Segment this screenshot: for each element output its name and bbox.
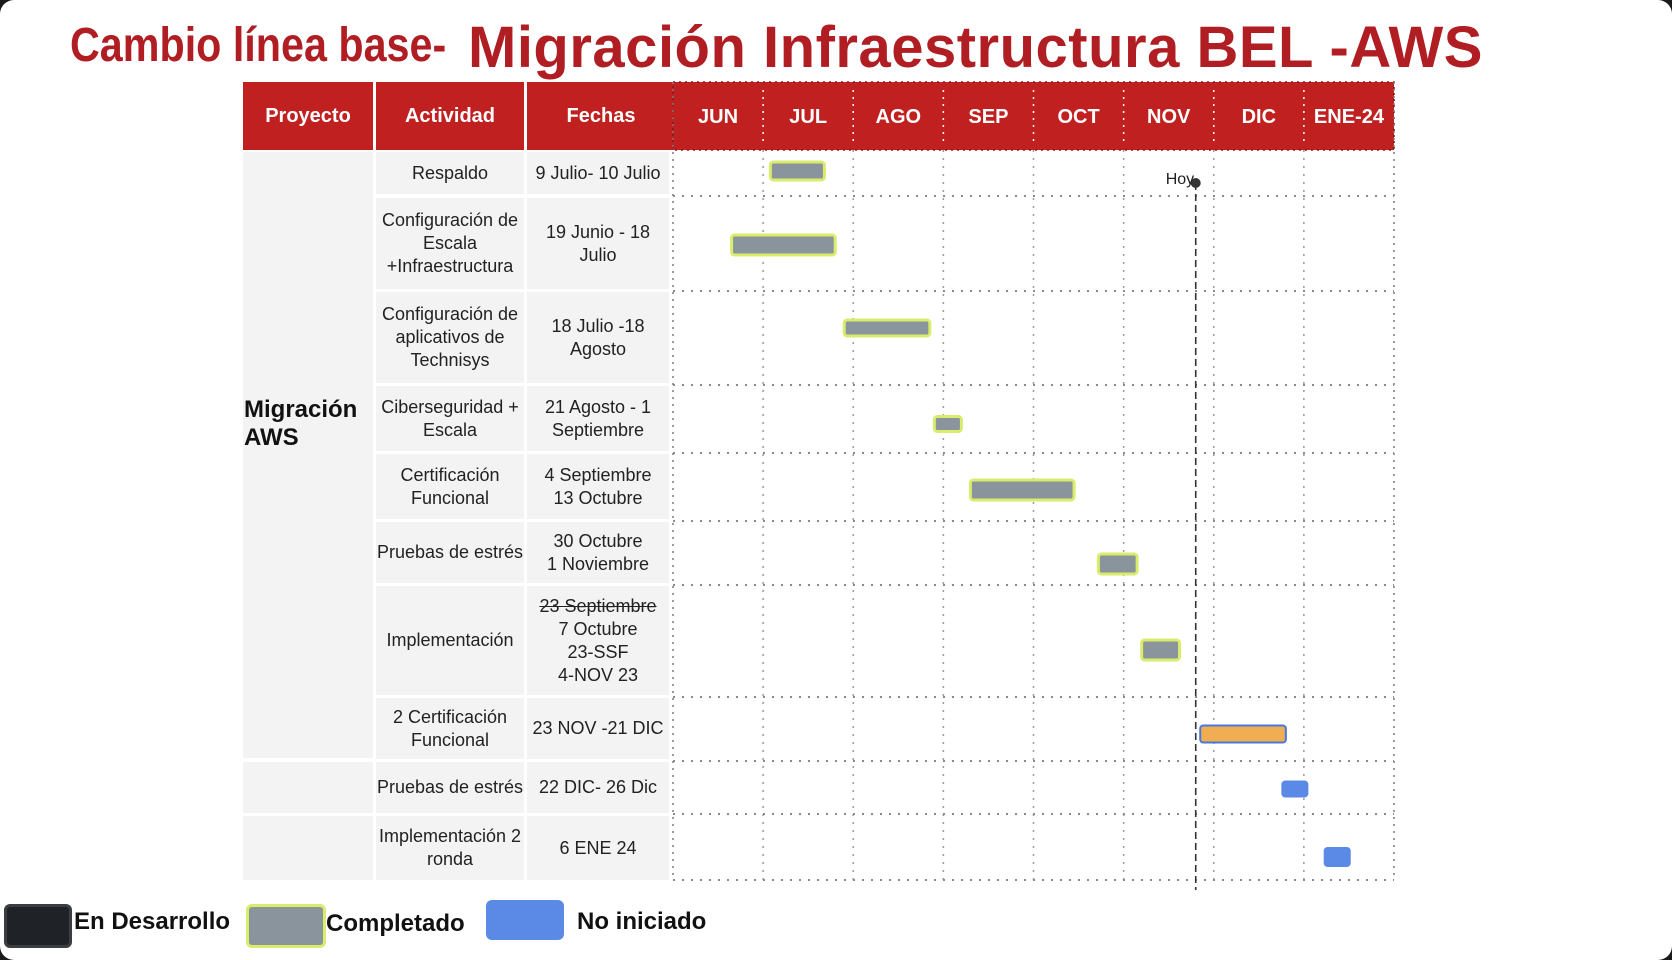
dates-line: 21 Agosto - 1 <box>544 396 652 417</box>
activity-line: Configuración de <box>381 210 519 230</box>
month-header-band <box>673 82 1394 150</box>
activity-line: Implementación <box>386 630 514 650</box>
activity-line: Funcional <box>410 729 490 750</box>
project-label: Migración AWS <box>244 396 358 451</box>
dates-line: 9 Julio- 10 Julio <box>535 162 661 183</box>
header-actividad: Actividad <box>376 82 524 150</box>
activity-cell: Pruebas de estrés <box>376 762 524 813</box>
legend-label-en-desarrollo: En Desarrollo <box>74 908 231 935</box>
dates-line: Agosto <box>569 338 627 359</box>
dates-line: 4 Septiembre <box>544 464 652 485</box>
activity-line: Pruebas de estrés <box>376 777 524 797</box>
task-bar <box>1140 638 1182 662</box>
legend-swatch-en-desarrollo <box>4 904 72 948</box>
activity-line: Escala <box>422 419 478 440</box>
dates-line: Septiembre <box>551 419 645 440</box>
dates-line: 23-SSF <box>567 641 629 662</box>
activity-line: ronda <box>426 849 474 869</box>
month-label: NOV <box>1147 106 1191 128</box>
dates-line: 30 Octubre <box>553 530 643 551</box>
activity-cell: Implementación 2 ronda <box>376 816 524 880</box>
month-label: SEP <box>968 106 1008 128</box>
dates-cell: 18 Julio -18 Agosto <box>527 292 669 383</box>
dates-cell: 6 ENE 24 <box>527 816 669 880</box>
dates-struck: 23 Septiembre <box>539 595 657 616</box>
dates-cell: 23 Septiembre 7 Octubre 23-SSF 4-NOV 23 <box>527 586 669 695</box>
activity-line: Ciberseguridad + <box>381 396 519 417</box>
month-label: DIC <box>1242 106 1276 128</box>
task-bar <box>1323 847 1351 867</box>
dates-line: 13 Octubre <box>553 487 643 508</box>
activity-line: +Infraestructura <box>386 256 514 276</box>
dates-line: 1 Noviembre <box>546 553 650 574</box>
activity-line: aplicativos de <box>395 327 505 347</box>
dates-cell: 9 Julio- 10 Julio <box>527 152 669 194</box>
project-cell <box>243 152 373 758</box>
month-header-border <box>672 81 1395 151</box>
legend-swatch-no-iniciado <box>486 900 564 940</box>
dates-line: 18 Julio -18 <box>551 315 645 336</box>
dates-line: 19 Junio - 18 Julio <box>545 221 651 265</box>
project-cell <box>243 762 373 813</box>
task-bar <box>1096 552 1139 576</box>
activity-cell: Pruebas de estrés <box>376 522 524 583</box>
dates-line: 6 ENE 24 <box>559 837 637 858</box>
dates-cell: 30 Octubre 1 Noviembre <box>527 522 669 583</box>
activity-line: 2 Certificación <box>392 706 508 727</box>
dates-line: 23 NOV -21 DIC <box>532 718 664 738</box>
activity-line: Configuración de <box>381 304 519 324</box>
month-label: ENE-24 <box>1314 106 1385 128</box>
activity-line: Certificación <box>400 464 500 485</box>
task-bar <box>968 478 1076 502</box>
today-label: Hoy <box>1166 171 1194 188</box>
activity-line: Implementación 2 <box>378 826 522 846</box>
title-prefix: Cambio línea base- <box>70 19 447 72</box>
dates-cell: 23 NOV -21 DIC <box>527 698 669 759</box>
dates-line: 7 Octubre <box>558 618 638 639</box>
activity-line: Respaldo <box>411 162 489 183</box>
dates-cell: 22 DIC- 26 Dic <box>527 762 669 813</box>
dates-cell: 4 Septiembre 13 Octubre <box>527 454 669 519</box>
header-proyecto: Proyecto <box>243 82 373 150</box>
task-bar <box>768 160 826 182</box>
dates-line: 4-NOV 23 <box>557 664 639 685</box>
month-label: JUL <box>789 106 827 128</box>
activity-cell: 2 Certificación Funcional <box>376 698 524 759</box>
today-marker <box>1190 178 1201 188</box>
month-label: JUN <box>698 106 738 128</box>
activity-line: Escala <box>422 233 478 253</box>
activity-cell: Configuración de Escala +Infraestructura <box>376 198 524 289</box>
activity-cell: Ciberseguridad + Escala <box>376 386 524 451</box>
activity-cell: Certificación Funcional <box>376 454 524 519</box>
task-bar <box>730 233 837 257</box>
dates-cell: 19 Junio - 18 Julio <box>527 198 669 289</box>
task-bar <box>842 318 932 338</box>
project-cell <box>243 816 373 880</box>
activity-cell: Configuración de aplicativos de Technisys <box>376 292 524 383</box>
activity-cell: Respaldo <box>376 152 524 194</box>
activity-cell: Implementación <box>376 586 524 695</box>
legend-label-no-iniciado: No iniciado <box>577 908 707 935</box>
task-bar <box>932 415 963 433</box>
activity-line: Technisys <box>410 350 490 370</box>
page-title: Migración Infraestructura BEL -AWS <box>468 15 1483 80</box>
legend-label-completado: Completado <box>326 910 465 937</box>
legend-swatch-completado <box>246 904 326 948</box>
dates-line: 22 DIC- 26 Dic <box>538 777 658 797</box>
dates-cell: 21 Agosto - 1 Septiembre <box>527 386 669 451</box>
month-label: OCT <box>1057 106 1099 128</box>
month-label: AGO <box>876 106 922 128</box>
activity-line: Pruebas de estrés <box>376 542 524 562</box>
task-bar <box>1199 724 1287 744</box>
task-bar <box>1281 780 1309 798</box>
activity-line: Funcional <box>410 487 490 508</box>
header-fechas: Fechas <box>527 82 675 150</box>
